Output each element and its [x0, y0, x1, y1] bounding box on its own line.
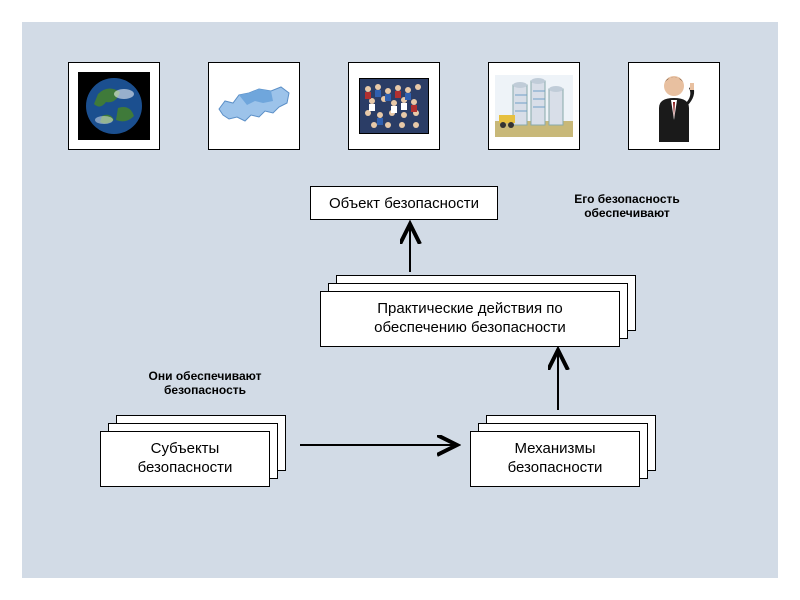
diagram-canvas: Объект безопасности Его безопасность обе…: [0, 0, 800, 600]
arrow-actions-to-object: [0, 0, 800, 600]
